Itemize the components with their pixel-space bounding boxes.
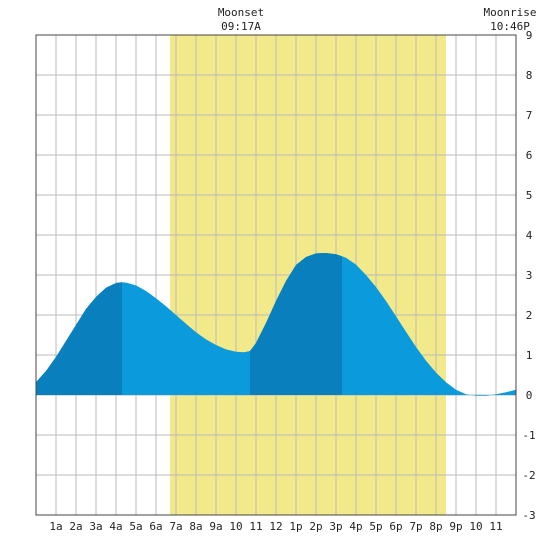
x-tick-label: 8a: [189, 520, 202, 533]
x-tick-label: 3p: [329, 520, 342, 533]
tide-area-dark-band: [250, 253, 342, 395]
x-tick-label: 6a: [149, 520, 162, 533]
x-tick-label: 4p: [349, 520, 362, 533]
tide-area: [36, 253, 516, 396]
y-tick-label: -3: [522, 509, 535, 522]
x-tick-label: 7a: [169, 520, 182, 533]
grid-lines: [36, 35, 516, 515]
x-tick-label: 8p: [429, 520, 442, 533]
x-tick-label: 4a: [109, 520, 122, 533]
y-tick-label: -2: [522, 469, 535, 482]
plot-border: [35, 34, 517, 516]
x-axis-ticks: 1a 2a 3a 4a 5a 6a 7a 8a 9a 10 11 12 1p 2p 3p 4p 5p 6p 7p 8p…: [49, 520, 502, 533]
x-tick-label: 1a: [49, 520, 62, 533]
x-tick-label: 12: [269, 520, 282, 533]
y-tick-label: 7: [526, 109, 533, 122]
y-tick-label: 1: [526, 349, 533, 362]
y-tick-label: 2: [526, 309, 533, 322]
x-tick-label: 2p: [309, 520, 322, 533]
y-tick-label: 8: [526, 69, 533, 82]
x-tick-label: 6p: [389, 520, 402, 533]
y-tick-label: -1: [522, 429, 535, 442]
x-tick-label: 5p: [369, 520, 382, 533]
x-tick-label: 11: [249, 520, 262, 533]
x-tick-label: 5a: [129, 520, 142, 533]
moonrise-label: Moonrise: [484, 6, 537, 19]
x-tick-label: 7p: [409, 520, 422, 533]
x-tick-label: 3a: [89, 520, 102, 533]
y-tick-label: 6: [526, 149, 533, 162]
moonset-label: Moonset: [218, 6, 264, 19]
y-tick-label: 4: [526, 229, 533, 242]
moonset-time: 09:17A: [221, 20, 261, 33]
x-tick-label: 9p: [449, 520, 462, 533]
moonrise-time: 10:46P: [490, 20, 530, 33]
y-tick-label: 0: [526, 389, 533, 402]
y-axis-ticks: -3 -2 -1 0 1 2 3 4 5 6 7 8 9: [522, 29, 535, 522]
y-tick-label: 9: [526, 29, 533, 42]
y-tick-label: 3: [526, 269, 533, 282]
x-tick-label: 9a: [209, 520, 222, 533]
x-tick-label: 1p: [289, 520, 302, 533]
tide-area-dark-band: [36, 282, 122, 395]
y-tick-label: 5: [526, 189, 533, 202]
x-tick-label: 11: [489, 520, 502, 533]
x-tick-label: 2a: [69, 520, 82, 533]
x-tick-label: 10: [469, 520, 482, 533]
x-tick-label: 10: [229, 520, 242, 533]
